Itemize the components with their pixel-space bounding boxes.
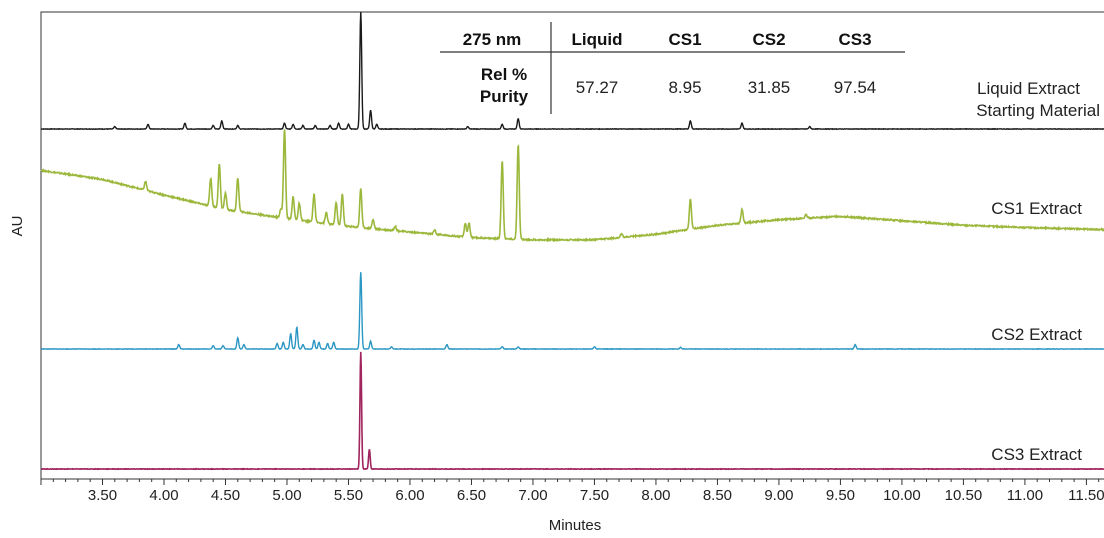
x-tick-label: 5.00: [272, 487, 301, 504]
x-tick-label: 8.50: [703, 487, 732, 504]
x-tick-label: 8.00: [641, 487, 670, 504]
x-tick-label: 11.00: [1007, 487, 1043, 504]
table-value-liquid: 57.27: [576, 78, 619, 97]
x-tick-label: 9.50: [826, 487, 855, 504]
table-row-label-line1: Rel %: [481, 65, 527, 84]
table-header-cs1: CS1: [668, 30, 701, 49]
purity-table: 275 nm Liquid CS1 CS2 CS3 Rel % Purity 5…: [440, 22, 905, 114]
table-header-cs3: CS3: [838, 30, 871, 49]
x-tick-label: 6.00: [395, 487, 424, 504]
x-tick-label: 10.00: [883, 487, 921, 504]
x-tick-label: 5.50: [334, 487, 363, 504]
trace-label-cs3: CS3 Extract: [991, 445, 1082, 464]
x-axis-ticks: [40, 479, 1100, 485]
x-tick-label: 6.50: [457, 487, 486, 504]
x-axis-title: Minutes: [549, 517, 602, 534]
trace-label-liquid-line2: Starting Material: [976, 101, 1100, 120]
x-tick-label: 4.00: [149, 487, 178, 504]
x-tick-label: 11.50: [1068, 487, 1104, 504]
trace-cs1-extract: [40, 129, 1104, 243]
trace-liquid-extract: [40, 11, 1104, 131]
trace-cs3-extract: [40, 351, 1104, 471]
plot-frame: [40, 11, 1104, 480]
table-value-cs2: 31.85: [748, 78, 791, 97]
x-axis-tick-labels: 3.50 4.00 4.50 5.00 5.50 6.00 6.50 7.00 7.50 8.00…: [88, 487, 1104, 504]
trace-label-cs1: CS1 Extract: [991, 199, 1082, 218]
table-value-cs3: 97.54: [834, 78, 877, 97]
x-tick-label: 9.00: [764, 487, 793, 504]
x-tick-label: 7.00: [518, 487, 547, 504]
x-tick-label: 3.50: [88, 487, 117, 504]
table-header-wavelength: 275 nm: [463, 30, 522, 49]
x-tick-label: 7.50: [580, 487, 609, 504]
table-header-liquid: Liquid: [572, 30, 623, 49]
table-value-cs1: 8.95: [668, 78, 701, 97]
x-tick-label: 4.50: [211, 487, 240, 504]
trace-label-cs2: CS2 Extract: [991, 325, 1082, 344]
table-header-cs2: CS2: [752, 30, 785, 49]
y-axis-title: AU: [9, 216, 26, 237]
x-tick-label: 10.50: [945, 487, 983, 504]
trace-cs2-extract: [40, 272, 1104, 351]
trace-label-liquid-line1: Liquid Extract: [977, 79, 1080, 98]
table-row-label-line2: Purity: [480, 87, 529, 106]
